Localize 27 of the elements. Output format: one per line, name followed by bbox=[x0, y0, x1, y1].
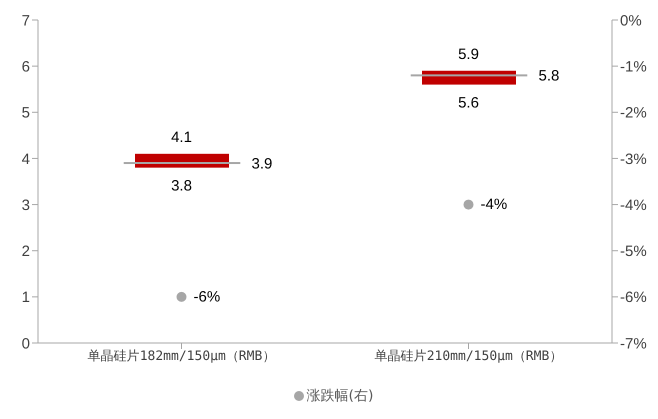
annotation: 5.9 bbox=[458, 46, 479, 63]
annotation: 5.8 bbox=[538, 68, 560, 85]
x-tick-label: 单晶硅片182mm/150μm（RMB） bbox=[88, 349, 276, 364]
y2-tick-label: -1% bbox=[620, 58, 647, 76]
y-tick-label: 7 bbox=[22, 12, 30, 30]
legend-label: 涨跌幅(右) bbox=[306, 387, 374, 405]
annotation: 4.1 bbox=[171, 128, 192, 146]
y-tick-label: 0 bbox=[22, 335, 30, 352]
data-label: -4% bbox=[480, 196, 508, 214]
y-tick-label: 2 bbox=[22, 243, 30, 260]
y2-tick-label: -3% bbox=[620, 150, 647, 168]
y2-tick-label: -5% bbox=[620, 243, 647, 260]
annotation: 3.8 bbox=[171, 177, 192, 194]
y-tick-label: 6 bbox=[22, 58, 30, 76]
y2-tick-label: -6% bbox=[620, 289, 647, 306]
y2-tick-label: -4% bbox=[620, 196, 647, 214]
y-tick-label: 1 bbox=[22, 289, 30, 306]
x-tick-label: 单晶硅片210mm/150μm（RMB） bbox=[374, 349, 562, 364]
y2-tick-label: -7% bbox=[620, 335, 647, 352]
y2-tick-label: -2% bbox=[620, 104, 647, 122]
y2-tick-label: 0% bbox=[620, 12, 642, 30]
y-tick-label: 4 bbox=[22, 150, 30, 168]
annotation: 3.9 bbox=[252, 155, 272, 172]
data-label: -6% bbox=[194, 288, 220, 306]
annotation: 5.6 bbox=[458, 94, 479, 112]
y-tick-label: 5 bbox=[22, 104, 30, 122]
y-tick-label: 3 bbox=[22, 196, 30, 214]
